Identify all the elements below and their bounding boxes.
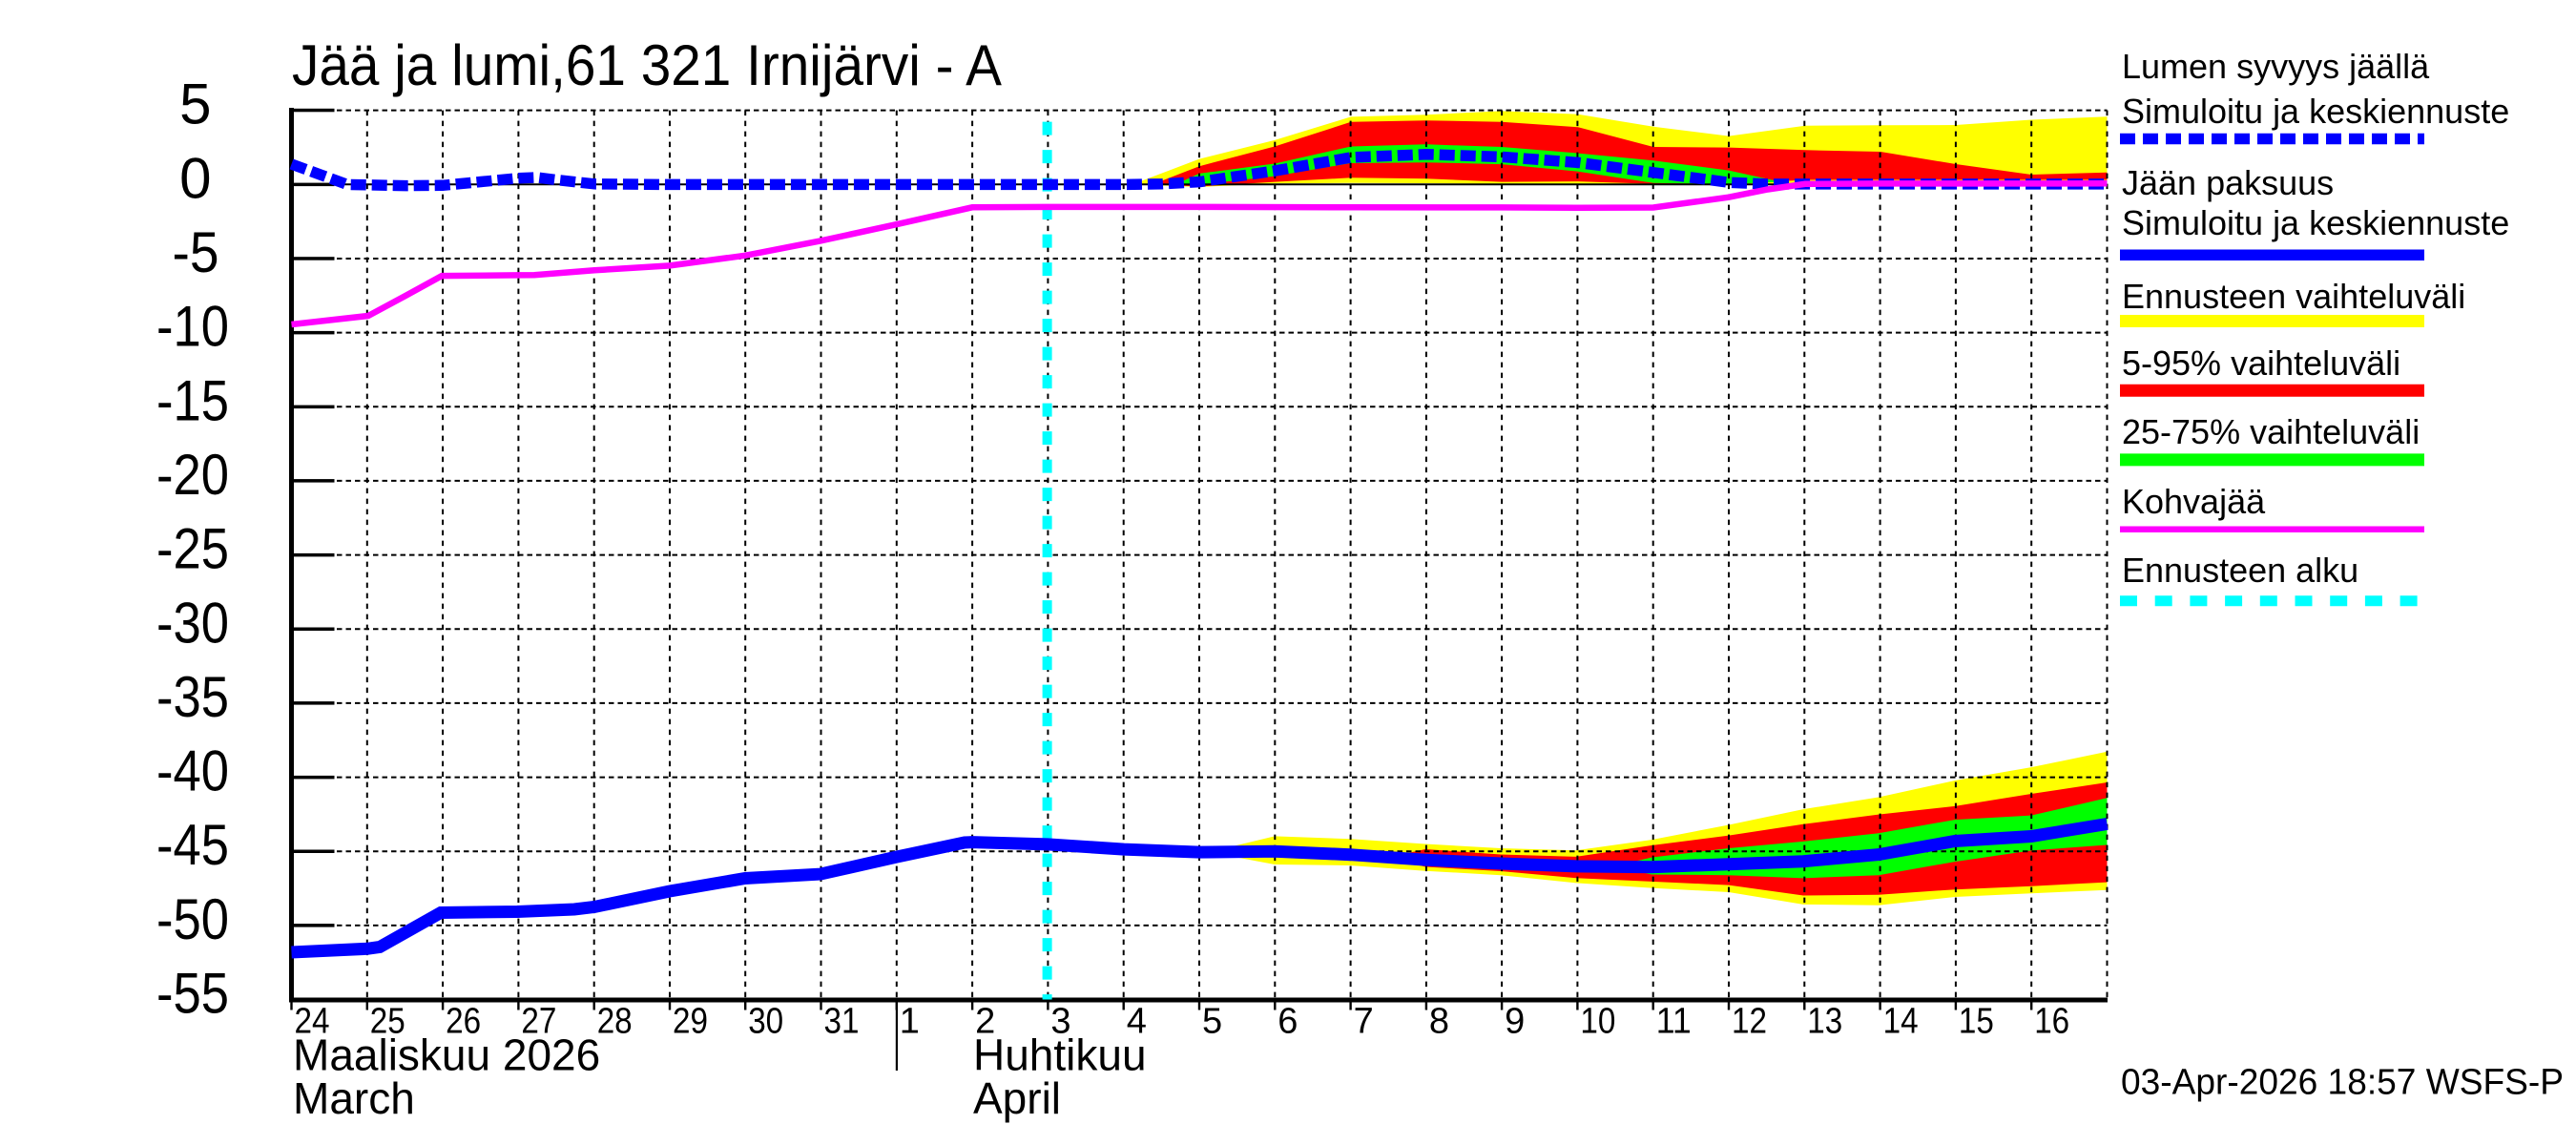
svg-text:3: 3 [1050,1001,1070,1041]
svg-text:Maaliskuu 2026: Maaliskuu 2026 [293,1030,600,1080]
svg-text:-15: -15 [156,368,229,432]
svg-text:-30: -30 [156,591,229,655]
svg-text:Jään paksuus: Jään paksuus [2122,163,2334,202]
svg-text:28: 28 [597,1001,633,1041]
svg-text:6: 6 [1278,1001,1298,1041]
svg-text:-40: -40 [156,739,229,803]
svg-text:March: March [293,1073,415,1123]
svg-text:10: 10 [1580,1001,1615,1041]
svg-text:-45: -45 [156,813,229,877]
svg-text:April: April [973,1073,1061,1123]
svg-text:03-Apr-2026 18:57 WSFS-P: 03-Apr-2026 18:57 WSFS-P [2121,1063,2564,1103]
svg-text:30: 30 [748,1001,783,1041]
svg-text:-10: -10 [156,295,229,359]
svg-text:4: 4 [1127,1001,1147,1041]
svg-text:Kohvajää: Kohvajää [2122,482,2266,521]
svg-text:2: 2 [975,1001,995,1041]
svg-text:5: 5 [1202,1001,1222,1041]
svg-text:31: 31 [824,1001,860,1041]
svg-text:Lumen syvyys jäällä: Lumen syvyys jäällä [2122,47,2430,86]
svg-text:-35: -35 [156,665,229,729]
svg-text:5-95% vaihteluväli: 5-95% vaihteluväli [2122,344,2400,383]
svg-text:Huhtikuu: Huhtikuu [973,1030,1147,1080]
svg-text:Simuloitu ja keskiennuste: Simuloitu ja keskiennuste [2122,92,2509,131]
svg-text:29: 29 [673,1001,708,1041]
svg-text:Ennusteen vaihteluväli: Ennusteen vaihteluväli [2122,277,2465,316]
svg-text:11: 11 [1656,1001,1692,1041]
svg-text:-55: -55 [156,962,229,1026]
svg-text:12: 12 [1732,1001,1767,1041]
svg-text:Simuloitu ja keskiennuste: Simuloitu ja keskiennuste [2122,203,2509,242]
svg-text:5: 5 [179,73,211,136]
svg-text:-5: -5 [173,220,219,284]
svg-text:9: 9 [1505,1001,1525,1041]
svg-text:7: 7 [1354,1001,1374,1041]
svg-text:Jää ja lumi,61 321 Irnijärvi -: Jää ja lumi,61 321 Irnijärvi - A [292,33,1002,97]
svg-text:27: 27 [521,1001,556,1041]
svg-text:15: 15 [1959,1001,1994,1041]
svg-text:Ennusteen alku: Ennusteen alku [2122,551,2358,590]
svg-text:26: 26 [446,1001,481,1041]
svg-text:-50: -50 [156,887,229,951]
svg-text:25: 25 [370,1001,405,1041]
svg-text:25-75% vaihteluväli: 25-75% vaihteluväli [2122,412,2420,451]
svg-text:-25: -25 [156,517,229,581]
svg-text:0: 0 [179,146,211,210]
svg-text:14: 14 [1883,1001,1919,1041]
svg-text:8: 8 [1429,1001,1449,1041]
svg-text:13: 13 [1807,1001,1842,1041]
svg-text:1: 1 [900,1001,920,1041]
svg-text:-20: -20 [156,443,229,507]
svg-text:16: 16 [2034,1001,2069,1041]
svg-text:24: 24 [295,1001,330,1041]
